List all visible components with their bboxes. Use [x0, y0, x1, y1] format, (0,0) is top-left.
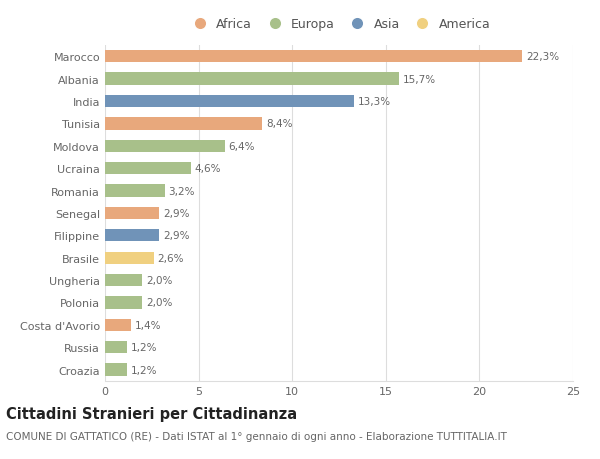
Bar [105, 162, 191, 175]
Text: 2,9%: 2,9% [163, 231, 190, 241]
Bar [105, 252, 154, 264]
Text: COMUNE DI GATTATICO (RE) - Dati ISTAT al 1° gennaio di ogni anno - Elaborazione : COMUNE DI GATTATICO (RE) - Dati ISTAT al… [6, 431, 507, 442]
Text: 22,3%: 22,3% [526, 52, 559, 62]
Text: 2,0%: 2,0% [146, 275, 173, 285]
Bar [105, 230, 159, 242]
Text: 13,3%: 13,3% [358, 97, 391, 107]
Text: Cittadini Stranieri per Cittadinanza: Cittadini Stranieri per Cittadinanza [6, 406, 297, 421]
Text: 3,2%: 3,2% [169, 186, 195, 196]
Text: 2,0%: 2,0% [146, 298, 173, 308]
Bar [105, 140, 225, 152]
Bar [105, 207, 159, 219]
Bar [105, 364, 127, 376]
Bar [105, 341, 127, 353]
Bar [105, 185, 165, 197]
Bar [105, 274, 142, 286]
Text: 4,6%: 4,6% [195, 164, 221, 174]
Bar [105, 297, 142, 309]
Bar [105, 73, 399, 85]
Text: 1,2%: 1,2% [131, 342, 158, 353]
Legend: Africa, Europa, Asia, America: Africa, Europa, Asia, America [182, 13, 496, 36]
Bar [105, 319, 131, 331]
Bar [105, 51, 523, 63]
Text: 2,6%: 2,6% [157, 253, 184, 263]
Bar [105, 95, 354, 108]
Text: 6,4%: 6,4% [229, 141, 255, 151]
Bar [105, 118, 262, 130]
Text: 2,9%: 2,9% [163, 208, 190, 218]
Text: 1,4%: 1,4% [135, 320, 161, 330]
Text: 15,7%: 15,7% [403, 74, 436, 84]
Text: 1,2%: 1,2% [131, 365, 158, 375]
Text: 8,4%: 8,4% [266, 119, 292, 129]
